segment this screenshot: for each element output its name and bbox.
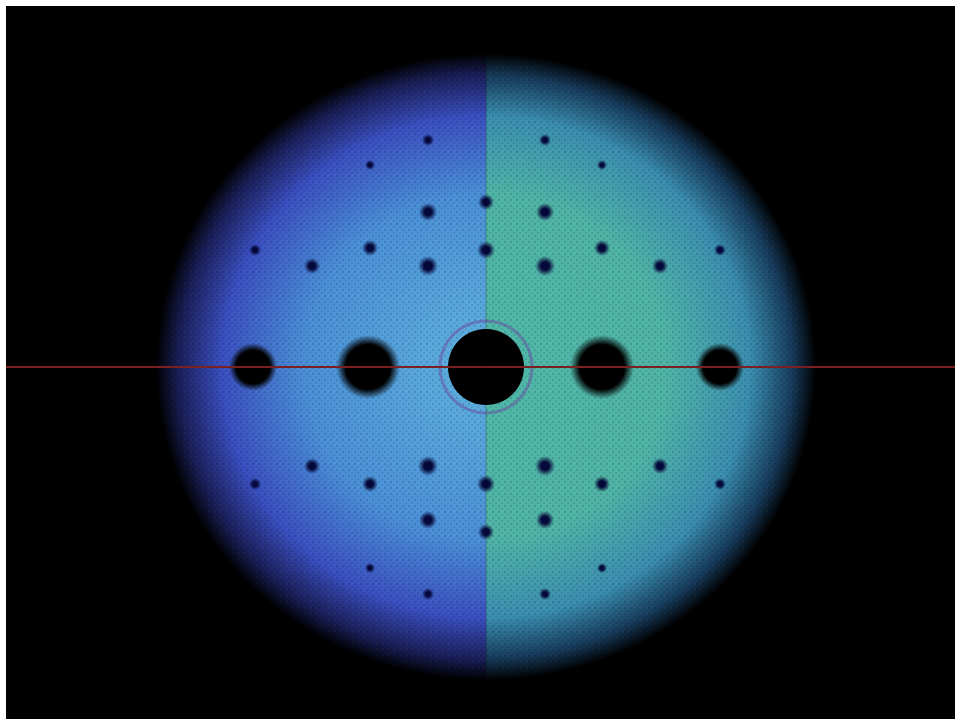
page [0, 0, 961, 725]
fractal-image [0, 0, 961, 725]
